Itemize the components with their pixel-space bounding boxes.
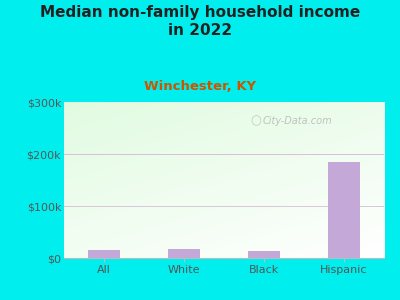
Bar [328, 162, 360, 258]
Bar [248, 251, 280, 258]
Text: Winchester, KY: Winchester, KY [144, 80, 256, 92]
Text: Median non-family household income
in 2022: Median non-family household income in 20… [40, 4, 360, 38]
Bar [88, 250, 120, 258]
Bar [168, 249, 200, 258]
Text: City-Data.com: City-Data.com [263, 116, 332, 126]
Text: ○: ○ [250, 114, 262, 127]
